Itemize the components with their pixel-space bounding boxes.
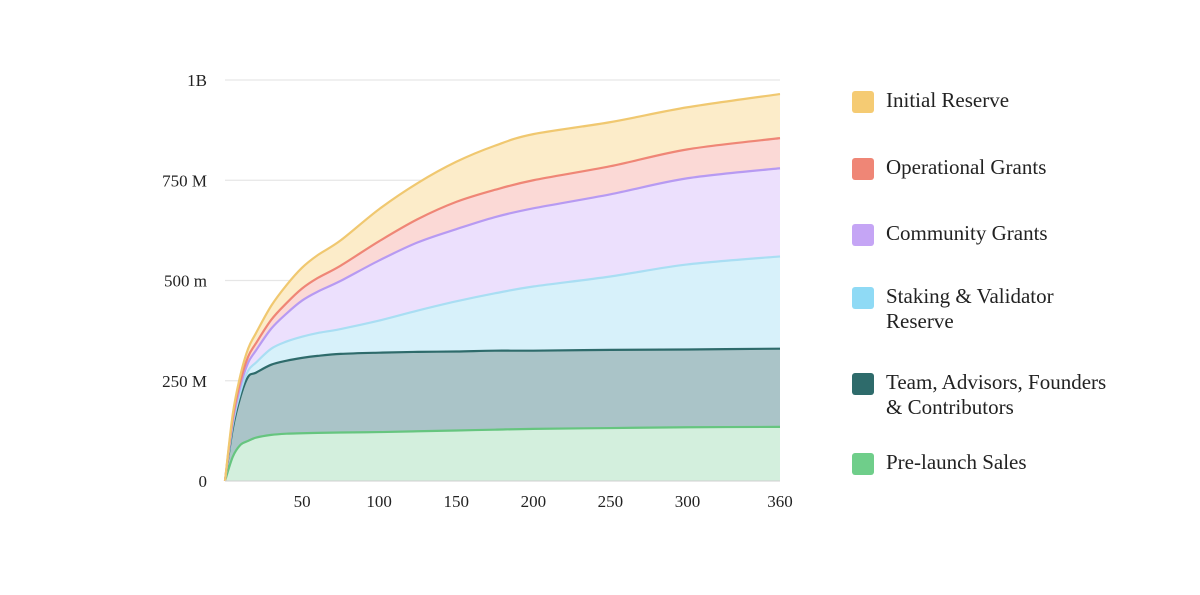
y-tick-label: 500 m <box>164 272 207 291</box>
legend-item-team-advisors: Team, Advisors, Founders & Contributors <box>852 370 1106 420</box>
legend-label: Initial Reserve <box>886 88 1010 112</box>
legend-label: Pre-launch Sales <box>886 450 1027 474</box>
legend-swatch <box>852 91 874 113</box>
line-community-grants <box>223 167 781 482</box>
line-staking-validator-reserve <box>223 255 781 482</box>
legend-item-staking-validator-reserve: Staking & Validator Reserve <box>852 284 1054 334</box>
area-team-advisors-founders-contributors <box>225 348 780 481</box>
x-tick-label: 360 <box>767 492 793 511</box>
legend-item-pre-launch-sales: Pre-launch Sales <box>852 450 1027 475</box>
y-tick-label: 750 M <box>162 171 207 190</box>
y-tick-label: 1B <box>187 71 207 90</box>
series-lines <box>223 92 781 482</box>
line-initial-reserve <box>223 92 781 482</box>
legend-swatch <box>852 224 874 246</box>
y-tick-label: 250 M <box>162 372 207 391</box>
x-tick-label: 300 <box>675 492 701 511</box>
area-staking-validator-reserve <box>225 256 780 481</box>
legend-label: Operational Grants <box>886 155 1047 179</box>
legend-item-community-grants: Community Grants <box>852 221 1048 246</box>
line-team-advisors-founders-contributors <box>223 347 781 482</box>
area-community-grants <box>225 168 780 481</box>
axes: 0 250 M 500 m 750 M 1B 50 100 150 200 250 300 360 <box>162 71 793 511</box>
legend-label: Staking & Validator Reserve <box>886 284 1054 333</box>
line-operational-grants <box>223 137 781 482</box>
area-fills <box>225 94 780 481</box>
legend-swatch <box>852 453 874 475</box>
x-tick-label: 100 <box>366 492 392 511</box>
area-initial-reserve <box>225 94 780 481</box>
x-tick-label: 200 <box>521 492 547 511</box>
line-pre-launch-sales <box>223 425 781 482</box>
legend-label: Community Grants <box>886 221 1048 245</box>
area-operational-grants <box>225 138 780 481</box>
legend-swatch <box>852 287 874 309</box>
x-tick-label: 50 <box>294 492 311 511</box>
legend-label: Team, Advisors, Founders & Contributors <box>886 370 1107 419</box>
legend-item-operational-grants: Operational Grants <box>852 155 1046 180</box>
x-tick-label: 250 <box>598 492 624 511</box>
legend-swatch <box>852 158 874 180</box>
y-tick-label: 0 <box>199 472 208 491</box>
legend-swatch <box>852 373 874 395</box>
legend-item-initial-reserve: Initial Reserve <box>852 88 1009 113</box>
area-pre-launch-sales <box>225 426 780 481</box>
x-tick-label: 150 <box>444 492 470 511</box>
